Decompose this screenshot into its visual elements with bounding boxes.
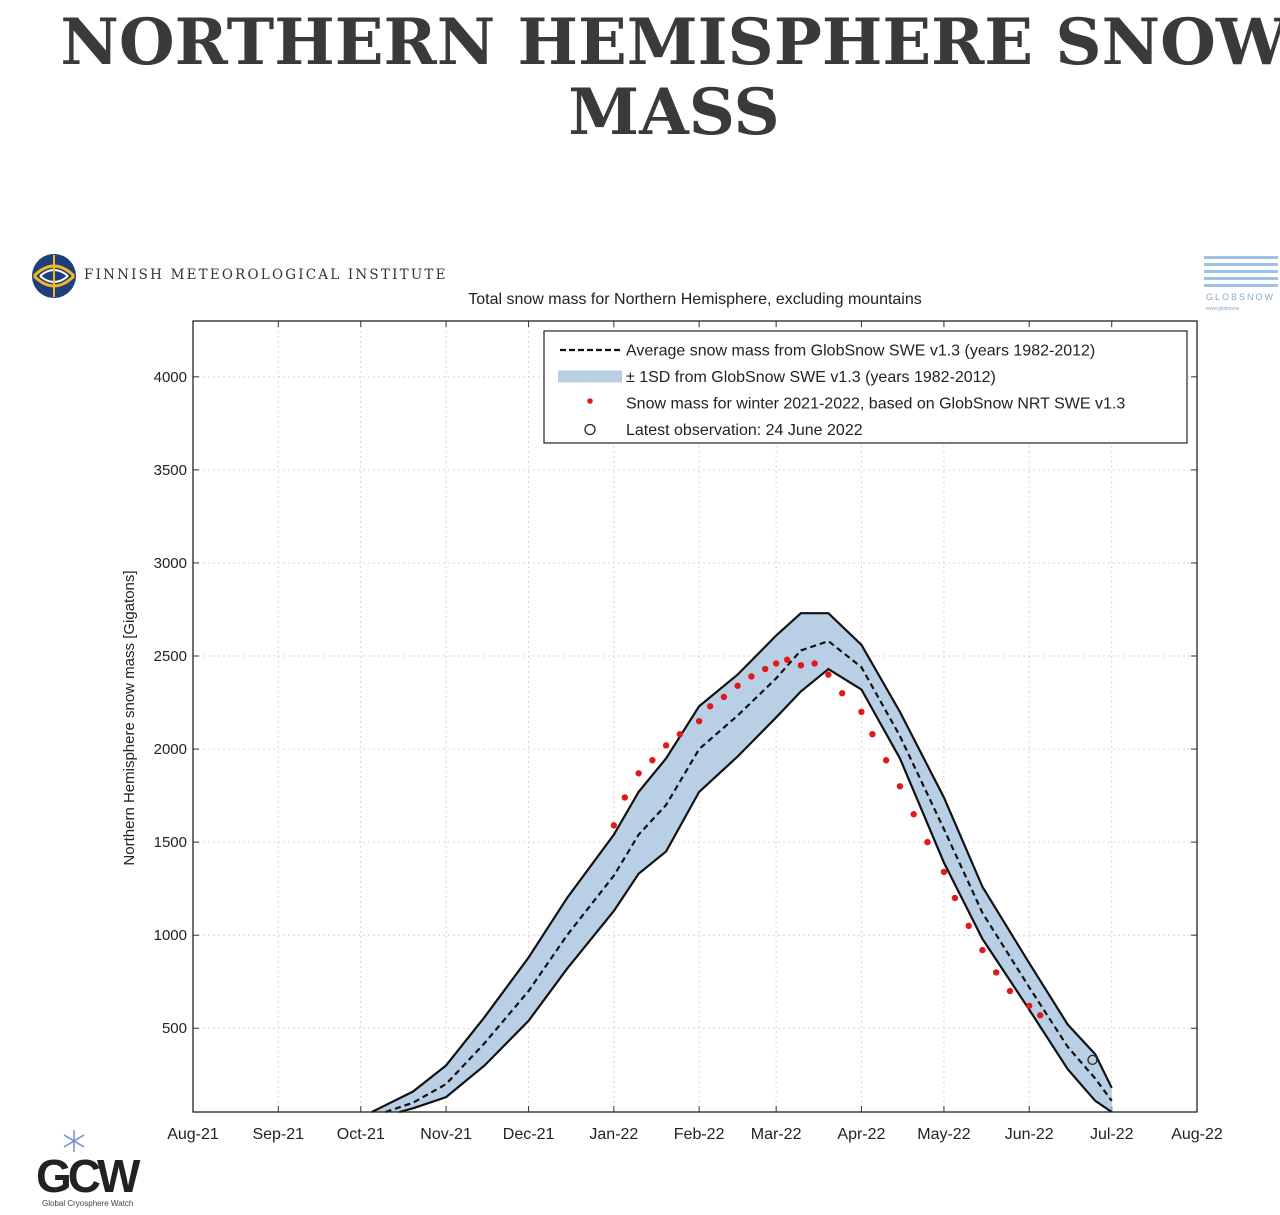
observed-point bbox=[811, 660, 818, 667]
observed-point bbox=[825, 671, 832, 678]
x-tick-label: Aug-21 bbox=[167, 1126, 219, 1143]
observed-point bbox=[940, 868, 948, 876]
y-tick-label: 4000 bbox=[154, 369, 187, 386]
legend-band-swatch bbox=[558, 370, 622, 383]
gcw-logo: GCW Global Cryosphere Watch bbox=[32, 1128, 172, 1213]
sd-lower-line bbox=[399, 667, 1113, 1114]
legend-label: Snow mass for winter 2021-2022, based on… bbox=[626, 396, 1125, 413]
observed-point bbox=[858, 708, 865, 716]
chart-title: Total snow mass for Northern Hemisphere,… bbox=[468, 291, 922, 308]
sd-band-fill bbox=[371, 613, 1112, 1112]
globsnow-logo: GLOBSNOW www.globsnow bbox=[1202, 250, 1280, 314]
x-tick-label: Nov-21 bbox=[420, 1126, 472, 1143]
observed-point bbox=[676, 730, 684, 738]
average-dashed-line bbox=[385, 639, 1113, 1114]
legend-label: Average snow mass from GlobSnow SWE v1.3… bbox=[626, 343, 1095, 360]
legend-box bbox=[543, 330, 1188, 444]
fmi-logo bbox=[30, 252, 78, 305]
y-tick-label: 1000 bbox=[154, 927, 187, 944]
observed-point bbox=[720, 693, 728, 701]
y-tick-label: 500 bbox=[162, 1020, 187, 1037]
observed-point bbox=[772, 660, 780, 667]
globsnow-url: www.globsnow bbox=[1206, 306, 1239, 312]
x-tick-label: Apr-22 bbox=[837, 1126, 885, 1143]
observed-points bbox=[610, 656, 1098, 1066]
y-tick-label: 3500 bbox=[154, 462, 187, 479]
x-tick-label: Oct-21 bbox=[337, 1126, 385, 1143]
legend-circle-swatch bbox=[584, 423, 596, 436]
legend-label: Latest observation: 24 June 2022 bbox=[626, 422, 863, 439]
observed-point bbox=[924, 838, 931, 846]
sd-upper-line bbox=[371, 612, 1113, 1113]
observed-point bbox=[621, 794, 629, 801]
x-tick-label: Jan-22 bbox=[589, 1126, 638, 1143]
observed-point bbox=[869, 730, 876, 738]
x-tick-labels: Aug-21 Sep-21 Oct-21 Nov-21 Dec-21 Jan-22 Feb-… bbox=[167, 1126, 1223, 1143]
x-tick-label: Jun-22 bbox=[1005, 1126, 1054, 1143]
y-tick-label: 1500 bbox=[154, 834, 187, 851]
observed-point bbox=[1026, 1002, 1033, 1010]
observed-point bbox=[965, 922, 972, 930]
observed-point bbox=[748, 673, 755, 680]
observed-point bbox=[649, 757, 656, 764]
plot-frame bbox=[192, 320, 1198, 1113]
observed-point bbox=[838, 690, 846, 697]
page-title: NORTHERN HEMISPHERE SNOW MASS bbox=[60, 5, 1280, 150]
observed-point bbox=[910, 811, 917, 818]
legend-dot-swatch bbox=[587, 398, 593, 404]
observed-point bbox=[706, 703, 714, 710]
y-axis-label: Northern Hemisphere snow mass [Gigatons] bbox=[121, 570, 138, 865]
observed-point bbox=[695, 717, 703, 725]
sd-band bbox=[371, 612, 1113, 1114]
observed-point bbox=[734, 682, 741, 689]
observed-point bbox=[761, 665, 769, 673]
observed-point bbox=[1006, 987, 1014, 995]
legend: Average snow mass from GlobSnow SWE v1.3… bbox=[543, 330, 1188, 444]
x-tick-label: Feb-22 bbox=[674, 1126, 725, 1143]
fmi-name: FINNISH METEOROLOGICAL INSTITUTE bbox=[84, 267, 448, 283]
x-tick-label: Aug-22 bbox=[1171, 1126, 1223, 1143]
plot-border bbox=[192, 320, 1198, 1113]
x-tick-label: Mar-22 bbox=[751, 1126, 802, 1143]
y-tick-label: 2000 bbox=[154, 741, 187, 758]
observed-point bbox=[882, 757, 890, 764]
latest-observation-marker bbox=[1087, 1054, 1098, 1066]
x-tick-label: Jul-22 bbox=[1090, 1126, 1134, 1143]
x-tick-label: Dec-21 bbox=[503, 1126, 555, 1143]
observed-point bbox=[896, 783, 904, 790]
gcw-caption: Global Cryosphere Watch bbox=[42, 1199, 133, 1208]
observed-point bbox=[1037, 1012, 1044, 1019]
observed-point bbox=[783, 656, 791, 663]
x-tick-label: Sep-21 bbox=[252, 1126, 304, 1143]
y-tick-label: 2500 bbox=[154, 648, 187, 665]
observed-point bbox=[951, 894, 959, 902]
observed-point bbox=[797, 662, 805, 669]
y-tick-labels: 500 1000 1500 2000 2500 3000 3500 4000 bbox=[154, 369, 187, 1037]
legend-label: ± 1SD from GlobSnow SWE v1.3 (years 1982… bbox=[626, 369, 996, 386]
x-tick-label: May-22 bbox=[917, 1126, 970, 1143]
globsnow-text: GLOBSNOW bbox=[1206, 292, 1275, 302]
y-tick-label: 3000 bbox=[154, 555, 187, 572]
observed-point bbox=[610, 822, 618, 829]
gcw-letters: GCW bbox=[36, 1150, 141, 1202]
observed-point bbox=[993, 969, 1000, 976]
observed-point bbox=[662, 742, 670, 749]
observed-point bbox=[635, 770, 642, 777]
average-line bbox=[385, 639, 1113, 1114]
observed-point bbox=[979, 946, 986, 954]
snowflake-icon bbox=[63, 1130, 85, 1152]
